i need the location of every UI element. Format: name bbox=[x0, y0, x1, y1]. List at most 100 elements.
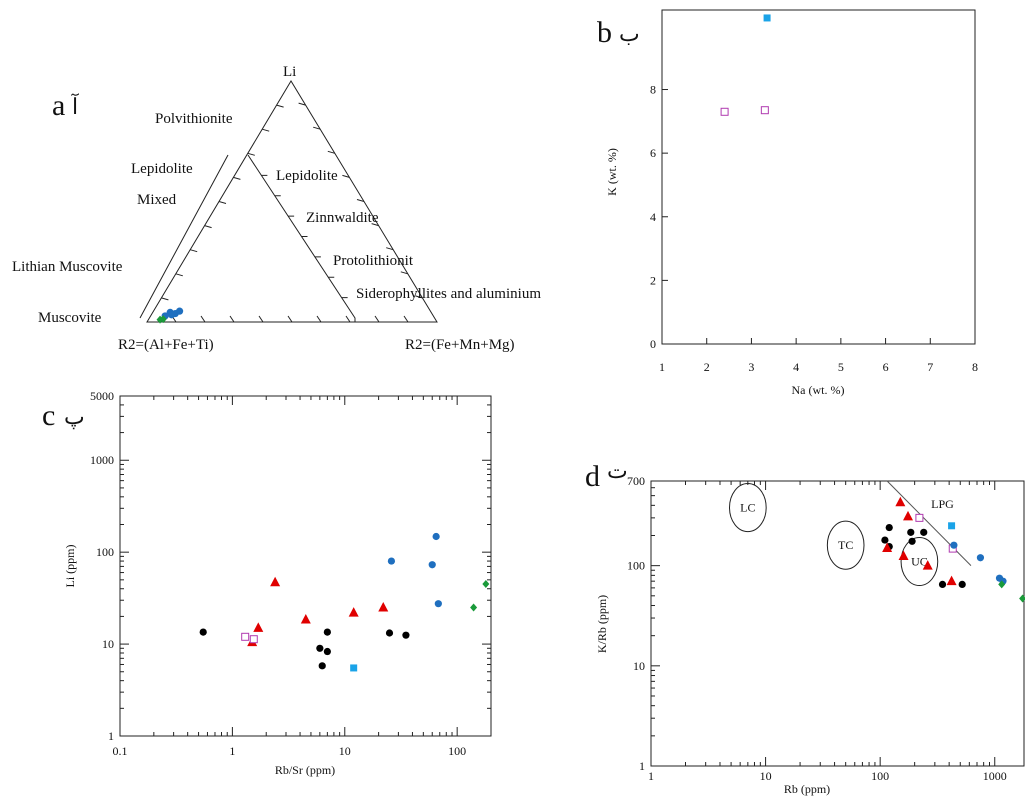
axis-tick bbox=[316, 315, 322, 323]
axis-tick bbox=[403, 315, 409, 323]
axis-tick bbox=[161, 297, 169, 301]
tick-label: 0 bbox=[650, 337, 656, 351]
panel-a-letter: a bbox=[52, 89, 65, 122]
axis-tick bbox=[342, 174, 350, 178]
data-point-blue-circle bbox=[428, 561, 436, 569]
data-point-black-circle bbox=[385, 629, 394, 637]
panel-b-arabic-letter: ب bbox=[619, 21, 640, 46]
data-point-green-diamond bbox=[470, 603, 478, 612]
data-point-black-circle bbox=[885, 523, 893, 532]
panel-d-letter: d bbox=[585, 460, 600, 493]
tick-label: 700 bbox=[627, 474, 645, 488]
panel-d-arabic-letter: ت bbox=[607, 458, 628, 483]
data-point-red-triangle bbox=[895, 496, 906, 507]
axis-tick bbox=[371, 223, 379, 227]
tick-label: 1 bbox=[659, 360, 665, 374]
panel-d-y-axis-label: K/Rb (ppm) bbox=[595, 595, 609, 653]
ternary-bracket-line bbox=[139, 154, 229, 319]
tick-label: 10 bbox=[339, 744, 351, 758]
data-point-cyan-square bbox=[350, 664, 358, 672]
data-point-green-diamond bbox=[159, 315, 167, 324]
data-point-green-diamond bbox=[998, 580, 1006, 589]
field-ellipse bbox=[900, 536, 939, 587]
axis-tick bbox=[247, 152, 255, 156]
axis-tick bbox=[204, 225, 212, 229]
data-point-magenta-square bbox=[241, 632, 250, 641]
panel-b-ticks: 1 2 3 4 5 6 7 8 0 2 4 6 8 bbox=[650, 83, 978, 374]
data-point-black-circle bbox=[318, 662, 326, 670]
axis-tick bbox=[175, 273, 183, 277]
axis-tick bbox=[229, 315, 235, 323]
axis-tick bbox=[218, 201, 227, 204]
panel-b-y-axis-label: K (wt. %) bbox=[605, 148, 619, 196]
tick-label: 5000 bbox=[90, 389, 114, 403]
data-point-black-circle bbox=[402, 631, 410, 639]
tick-label: 8 bbox=[650, 83, 656, 97]
panel-c-arabic-letter: پ bbox=[64, 404, 85, 430]
data-point-red-triangle bbox=[882, 542, 893, 553]
panel-d-fields: LC TC UC bbox=[729, 483, 939, 587]
axis-tick bbox=[327, 150, 335, 154]
data-point-green-diamond bbox=[1019, 594, 1025, 603]
tick-label: 2 bbox=[704, 360, 710, 374]
field-ellipse-label: LC bbox=[740, 501, 755, 515]
panel-c-points bbox=[199, 532, 490, 672]
ternary-tick-marks bbox=[161, 102, 423, 323]
axis-tick bbox=[313, 126, 321, 130]
tick-label: 1000 bbox=[90, 453, 114, 467]
lpg-trend-line bbox=[886, 480, 972, 567]
data-point-blue-circle bbox=[976, 554, 985, 562]
tick-label: 2 bbox=[650, 273, 656, 287]
tick-label: 1000 bbox=[983, 769, 1007, 783]
ternary-field-label: Muscovite bbox=[38, 310, 102, 326]
field-ellipse-label: TC bbox=[838, 538, 853, 552]
tick-label: 0.1 bbox=[113, 744, 128, 758]
tick-label: 6 bbox=[883, 360, 889, 374]
tick-label: 100 bbox=[627, 559, 645, 573]
data-point-black-circle bbox=[316, 644, 324, 652]
axis-tick bbox=[258, 315, 264, 323]
ternary-field-label: Lithian Muscovite bbox=[12, 259, 123, 275]
axis-tick bbox=[233, 176, 241, 180]
data-point-black-circle bbox=[958, 580, 966, 588]
panel-c-letter: c bbox=[42, 399, 55, 432]
data-point-black-circle bbox=[881, 536, 889, 544]
tick-label: 10 bbox=[760, 769, 772, 783]
field-ellipse-label: UC bbox=[911, 555, 928, 569]
panel-c-y-axis-label: Li (ppm) bbox=[63, 545, 77, 588]
tick-label: 4 bbox=[650, 210, 656, 224]
tick-label: 4 bbox=[793, 360, 799, 374]
ternary-field-label: Zinnwaldite bbox=[306, 210, 379, 226]
panel-d-plot-frame bbox=[650, 480, 1025, 767]
lpg-label: LPG bbox=[931, 497, 954, 511]
axis-tick bbox=[345, 315, 351, 323]
panel-d-scatter: d ت LC TC UC LPG 1 10 100 1000 1 10 100 700 Rb (p… bbox=[585, 458, 1025, 796]
data-point-black-circle bbox=[323, 647, 331, 656]
tick-label: 1 bbox=[639, 759, 645, 773]
data-point-cyan-square bbox=[948, 522, 956, 530]
data-point-black-circle bbox=[323, 628, 331, 636]
ternary-apex-right-label: R2=(Fe+Mn+Mg) bbox=[405, 337, 515, 353]
data-point-red-triangle bbox=[270, 576, 281, 587]
tick-label: 100 bbox=[871, 769, 889, 783]
data-point-red-triangle bbox=[348, 607, 359, 617]
axis-tick bbox=[200, 315, 206, 323]
panel-b-points bbox=[720, 14, 771, 116]
axis-tick bbox=[400, 271, 408, 275]
ternary-field-label: Polvithionite bbox=[155, 111, 233, 127]
data-point-black-circle bbox=[908, 537, 916, 545]
data-point-black-circle bbox=[938, 580, 947, 588]
data-point-red-triangle bbox=[903, 510, 914, 521]
ternary-field-label: Lepidolite bbox=[276, 168, 338, 184]
data-point-magenta-square bbox=[249, 635, 258, 644]
data-point-magenta-square bbox=[760, 106, 769, 115]
tick-label: 100 bbox=[96, 545, 114, 559]
panel-a-ternary-diagram: a آ Li R2=(Al+Fe+Ti) R2=(Fe+Mn+Mg) Polvi… bbox=[12, 64, 541, 353]
ternary-field-label: Siderophyllites and aluminium bbox=[356, 286, 541, 302]
ternary-field-label: Mixed bbox=[137, 192, 177, 208]
data-point-black-circle bbox=[920, 528, 928, 536]
data-point-blue-circle bbox=[950, 541, 958, 549]
data-point-blue-circle bbox=[387, 557, 396, 565]
